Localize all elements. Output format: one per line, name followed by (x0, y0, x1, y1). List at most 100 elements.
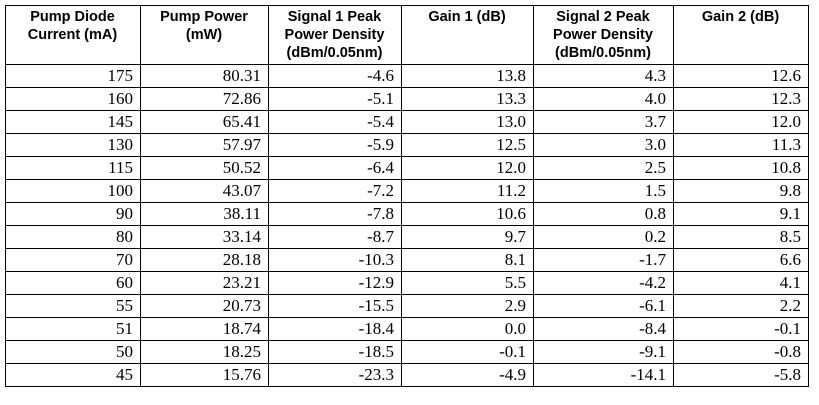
pump-power-cell: 20.73 (140, 294, 269, 318)
pump-diode-current-cell: 60 (5, 271, 141, 295)
table-row: 60 23.21 -12.9 5.5 -4.2 4.1 (5, 271, 809, 295)
pump-power-cell: 18.25 (140, 340, 269, 364)
signal-1-density-cell: -6.4 (268, 156, 402, 180)
gain-2-cell: 9.8 (673, 179, 809, 203)
header-gain-1: Gain 1 (dB) (401, 5, 534, 65)
signal-2-density-cell: -6.1 (533, 294, 674, 318)
header-row: Pump Diode Current (mA) Pump Power (mW) … (5, 5, 809, 65)
gain-2-cell: 8.5 (673, 225, 809, 249)
pump-diode-current-cell: 55 (5, 294, 141, 318)
gain-2-cell: -5.8 (673, 363, 809, 387)
signal-1-density-cell: -10.3 (268, 248, 402, 272)
gain-2-cell: 12.0 (673, 110, 809, 134)
gain-2-cell: 4.1 (673, 271, 809, 295)
header-gain-2: Gain 2 (dB) (673, 5, 809, 65)
pump-diode-current-cell: 45 (5, 363, 141, 387)
gain-1-cell: -0.1 (401, 340, 534, 364)
gain-2-cell: -0.1 (673, 317, 809, 341)
gain-1-cell: 12.0 (401, 156, 534, 180)
gain-1-cell: 8.1 (401, 248, 534, 272)
pump-power-cell: 65.41 (140, 110, 269, 134)
table-row: 50 18.25 -18.5 -0.1 -9.1 -0.8 (5, 340, 809, 364)
signal-1-density-cell: -23.3 (268, 363, 402, 387)
gain-1-cell: 13.0 (401, 110, 534, 134)
pump-power-cell: 43.07 (140, 179, 269, 203)
gain-2-cell: 12.3 (673, 87, 809, 111)
signal-1-density-cell: -18.4 (268, 317, 402, 341)
table-row: 160 72.86 -5.1 13.3 4.0 12.3 (5, 87, 809, 111)
table-row: 90 38.11 -7.8 10.6 0.8 9.1 (5, 202, 809, 226)
gain-1-cell: -4.9 (401, 363, 534, 387)
signal-2-density-cell: -4.2 (533, 271, 674, 295)
pump-diode-current-cell: 50 (5, 340, 141, 364)
table-row: 145 65.41 -5.4 13.0 3.7 12.0 (5, 110, 809, 134)
gain-1-cell: 9.7 (401, 225, 534, 249)
table-row: 115 50.52 -6.4 12.0 2.5 10.8 (5, 156, 809, 180)
gain-1-cell: 2.9 (401, 294, 534, 318)
table-row: 51 18.74 -18.4 0.0 -8.4 -0.1 (5, 317, 809, 341)
gain-2-cell: 2.2 (673, 294, 809, 318)
signal-1-density-cell: -15.5 (268, 294, 402, 318)
signal-2-density-cell: 0.8 (533, 202, 674, 226)
pump-power-cell: 57.97 (140, 133, 269, 157)
signal-2-density-cell: 0.2 (533, 225, 674, 249)
signal-1-density-cell: -5.4 (268, 110, 402, 134)
data-table: Pump Diode Current (mA) Pump Power (mW) … (5, 5, 809, 387)
table-row: 45 15.76 -23.3 -4.9 -14.1 -5.8 (5, 363, 809, 387)
pump-power-cell: 38.11 (140, 202, 269, 226)
gain-2-cell: 12.6 (673, 64, 809, 88)
signal-1-density-cell: -12.9 (268, 271, 402, 295)
gain-2-cell: 9.1 (673, 202, 809, 226)
gain-1-cell: 12.5 (401, 133, 534, 157)
pump-diode-current-cell: 70 (5, 248, 141, 272)
pump-power-cell: 28.18 (140, 248, 269, 272)
table-row: 175 80.31 -4.6 13.8 4.3 12.6 (5, 64, 809, 88)
pump-diode-current-cell: 130 (5, 133, 141, 157)
signal-2-density-cell: 4.0 (533, 87, 674, 111)
table-row: 55 20.73 -15.5 2.9 -6.1 2.2 (5, 294, 809, 318)
pump-power-cell: 15.76 (140, 363, 269, 387)
pump-diode-current-cell: 160 (5, 87, 141, 111)
pump-power-cell: 72.86 (140, 87, 269, 111)
table-row: 130 57.97 -5.9 12.5 3.0 11.3 (5, 133, 809, 157)
gain-2-cell: -0.8 (673, 340, 809, 364)
signal-2-density-cell: 4.3 (533, 64, 674, 88)
signal-1-density-cell: -5.1 (268, 87, 402, 111)
gain-1-cell: 10.6 (401, 202, 534, 226)
signal-1-density-cell: -8.7 (268, 225, 402, 249)
header-signal-1-peak-power-density: Signal 1 Peak Power Density (dBm/0.05nm) (268, 5, 402, 65)
gain-2-cell: 6.6 (673, 248, 809, 272)
signal-1-density-cell: -5.9 (268, 133, 402, 157)
pump-power-cell: 50.52 (140, 156, 269, 180)
gain-1-cell: 13.8 (401, 64, 534, 88)
gain-2-cell: 10.8 (673, 156, 809, 180)
signal-1-density-cell: -4.6 (268, 64, 402, 88)
pump-diode-current-cell: 145 (5, 110, 141, 134)
header-pump-power: Pump Power (mW) (140, 5, 269, 65)
signal-2-density-cell: 3.7 (533, 110, 674, 134)
pump-diode-current-cell: 175 (5, 64, 141, 88)
signal-2-density-cell: 1.5 (533, 179, 674, 203)
table-body: 175 80.31 -4.6 13.8 4.3 12.6 160 72.86 -5.1 13.3 4… (5, 64, 809, 387)
signal-2-density-cell: -1.7 (533, 248, 674, 272)
gain-1-cell: 5.5 (401, 271, 534, 295)
signal-2-density-cell: -9.1 (533, 340, 674, 364)
pump-diode-current-cell: 115 (5, 156, 141, 180)
pump-power-cell: 23.21 (140, 271, 269, 295)
table-row: 100 43.07 -7.2 11.2 1.5 9.8 (5, 179, 809, 203)
signal-1-density-cell: -7.8 (268, 202, 402, 226)
pump-diode-current-cell: 90 (5, 202, 141, 226)
signal-2-density-cell: -8.4 (533, 317, 674, 341)
pump-power-cell: 80.31 (140, 64, 269, 88)
signal-1-density-cell: -18.5 (268, 340, 402, 364)
signal-2-density-cell: -14.1 (533, 363, 674, 387)
header-pump-diode-current: Pump Diode Current (mA) (5, 5, 141, 65)
header-signal-2-peak-power-density: Signal 2 Peak Power Density (dBm/0.05nm) (533, 5, 674, 65)
signal-1-density-cell: -7.2 (268, 179, 402, 203)
pump-diode-current-cell: 100 (5, 179, 141, 203)
table-row: 70 28.18 -10.3 8.1 -1.7 6.6 (5, 248, 809, 272)
gain-1-cell: 11.2 (401, 179, 534, 203)
pump-power-cell: 33.14 (140, 225, 269, 249)
pump-diode-current-cell: 51 (5, 317, 141, 341)
pump-power-cell: 18.74 (140, 317, 269, 341)
